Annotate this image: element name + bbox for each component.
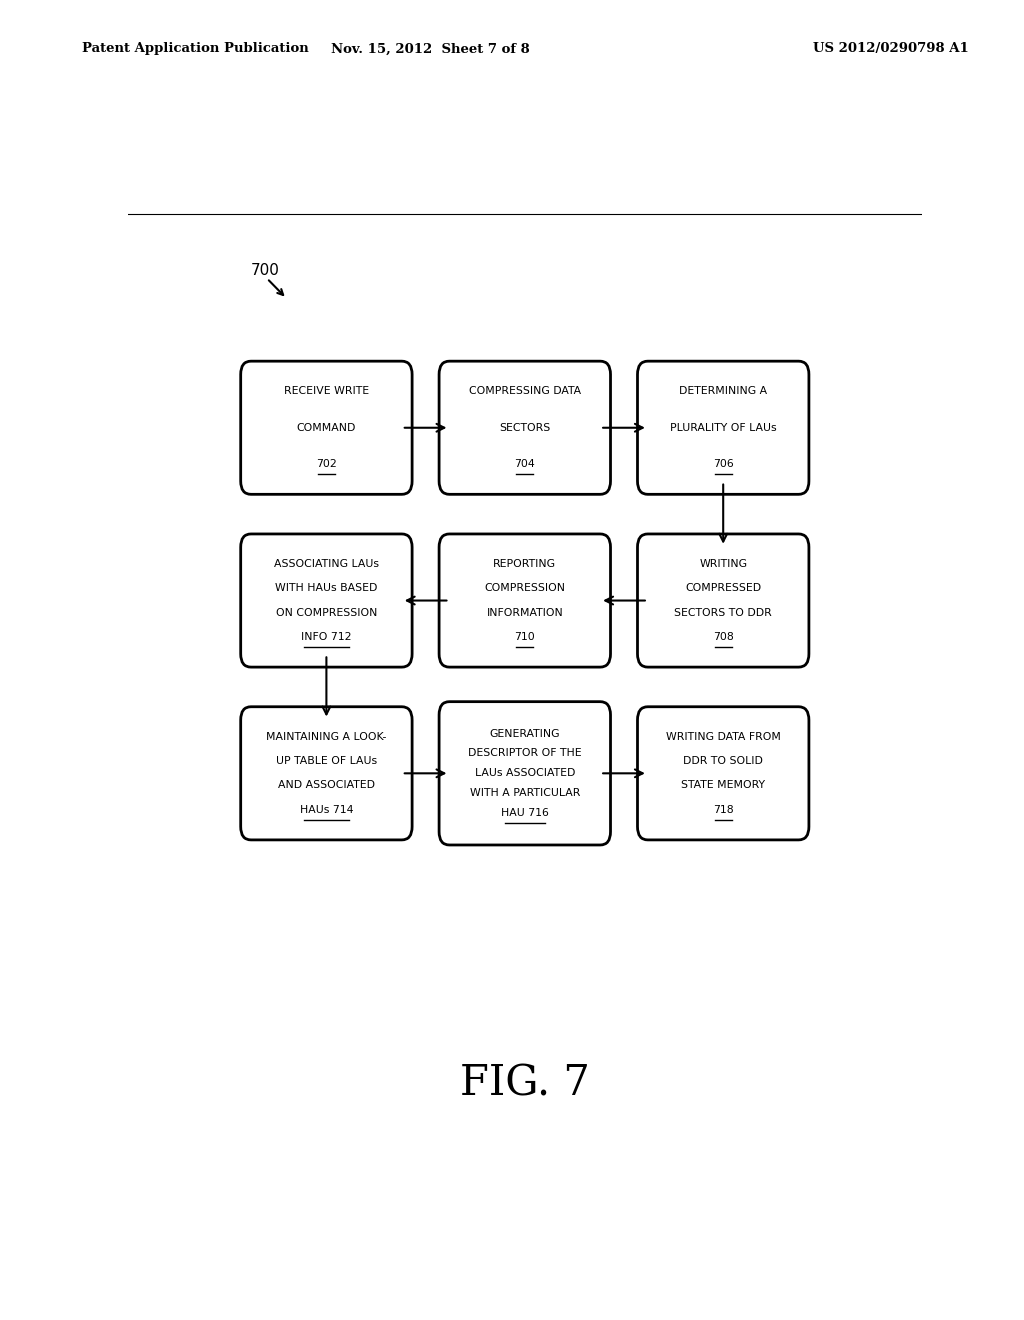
Text: COMPRESSED: COMPRESSED (685, 583, 761, 594)
FancyBboxPatch shape (241, 706, 412, 840)
Text: PLURALITY OF LAUs: PLURALITY OF LAUs (670, 422, 776, 433)
Text: WITH A PARTICULAR: WITH A PARTICULAR (470, 788, 580, 799)
Text: INFO 712: INFO 712 (301, 632, 351, 642)
Text: LAUs ASSOCIATED: LAUs ASSOCIATED (474, 768, 575, 779)
Text: 706: 706 (713, 459, 733, 469)
FancyBboxPatch shape (241, 362, 412, 494)
Text: SECTORS: SECTORS (499, 422, 551, 433)
Text: FIG. 7: FIG. 7 (460, 1063, 590, 1105)
Text: HAU 716: HAU 716 (501, 808, 549, 818)
Text: AND ASSOCIATED: AND ASSOCIATED (278, 780, 375, 791)
Text: US 2012/0290798 A1: US 2012/0290798 A1 (813, 42, 969, 55)
FancyBboxPatch shape (439, 362, 610, 494)
Text: 710: 710 (514, 632, 536, 642)
Text: ASSOCIATING LAUs: ASSOCIATING LAUs (273, 560, 379, 569)
Text: 702: 702 (316, 459, 337, 469)
FancyBboxPatch shape (638, 362, 809, 494)
Text: HAUs 714: HAUs 714 (300, 805, 353, 814)
Text: WITH HAUs BASED: WITH HAUs BASED (275, 583, 378, 594)
Text: STATE MEMORY: STATE MEMORY (681, 780, 765, 791)
Text: 700: 700 (251, 263, 280, 277)
Text: 718: 718 (713, 805, 733, 814)
Text: WRITING: WRITING (699, 560, 748, 569)
Text: GENERATING: GENERATING (489, 729, 560, 739)
Text: DESCRIPTOR OF THE: DESCRIPTOR OF THE (468, 748, 582, 759)
FancyBboxPatch shape (638, 535, 809, 667)
Text: 708: 708 (713, 632, 733, 642)
Text: ON COMPRESSION: ON COMPRESSION (275, 607, 377, 618)
Text: DETERMINING A: DETERMINING A (679, 387, 767, 396)
FancyBboxPatch shape (439, 535, 610, 667)
Text: REPORTING: REPORTING (494, 560, 556, 569)
Text: WRITING DATA FROM: WRITING DATA FROM (666, 733, 780, 742)
FancyBboxPatch shape (439, 702, 610, 845)
Text: SECTORS TO DDR: SECTORS TO DDR (675, 607, 772, 618)
Text: INFORMATION: INFORMATION (486, 607, 563, 618)
Text: MAINTAINING A LOOK-: MAINTAINING A LOOK- (266, 733, 387, 742)
Text: COMPRESSING DATA: COMPRESSING DATA (469, 387, 581, 396)
Text: UP TABLE OF LAUs: UP TABLE OF LAUs (275, 756, 377, 766)
Text: COMMAND: COMMAND (297, 422, 356, 433)
Text: Nov. 15, 2012  Sheet 7 of 8: Nov. 15, 2012 Sheet 7 of 8 (331, 42, 529, 55)
Text: Patent Application Publication: Patent Application Publication (82, 42, 308, 55)
Text: RECEIVE WRITE: RECEIVE WRITE (284, 387, 369, 396)
Text: 704: 704 (514, 459, 536, 469)
Text: DDR TO SOLID: DDR TO SOLID (683, 756, 763, 766)
Text: COMPRESSION: COMPRESSION (484, 583, 565, 594)
FancyBboxPatch shape (241, 535, 412, 667)
FancyBboxPatch shape (638, 706, 809, 840)
